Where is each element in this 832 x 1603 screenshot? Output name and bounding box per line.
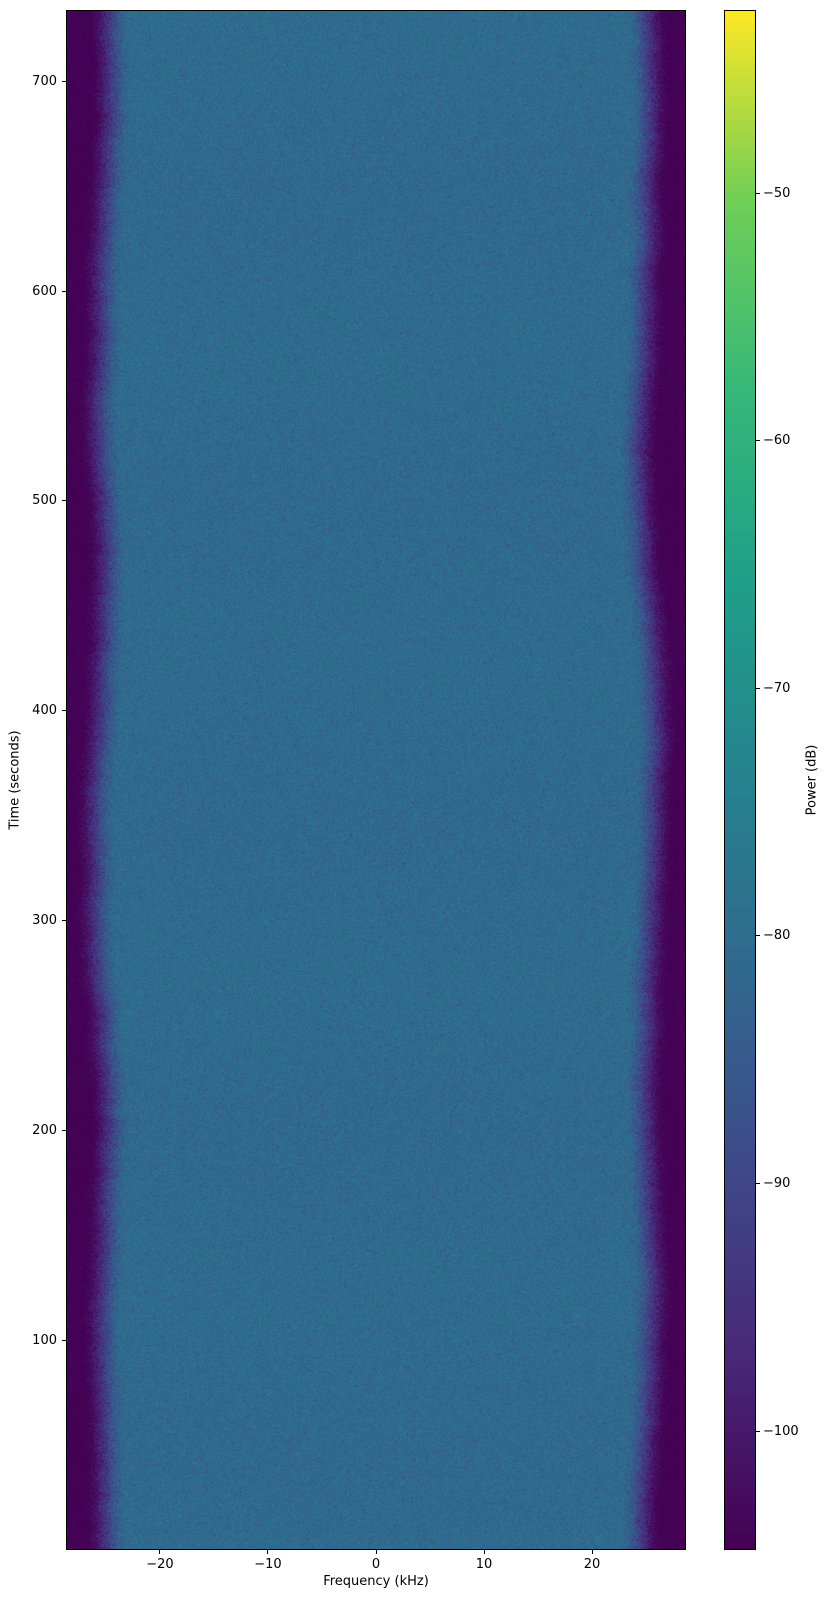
x-tick-label: 0 [371,1557,381,1572]
y-tick [62,710,66,712]
colorbar-tick [756,1430,760,1432]
x-tick [159,1550,161,1554]
x-tick [267,1550,269,1554]
x-tick-label: 20 [583,1557,601,1572]
colorbar-tick-label: −90 [763,1176,791,1192]
colorbar-tick [756,1183,760,1185]
x-tick-label: 10 [475,1557,493,1572]
colorbar-tick [756,192,760,194]
colorbar-tick-label: −100 [763,1423,799,1439]
colorbar-tick-label: −80 [763,928,791,944]
colorbar-tick [756,440,760,442]
colorbar-gradient [725,11,755,1549]
y-tick-label: 100 [32,1332,57,1348]
y-tick-label: 300 [32,913,57,929]
colorbar-tick [756,935,760,937]
x-tick-label: −20 [146,1557,174,1572]
colorbar [724,10,756,1550]
y-tick [62,1339,66,1341]
x-tick [483,1550,485,1554]
x-tick-label: −10 [254,1557,282,1572]
y-tick [62,80,66,82]
y-tick-label: 700 [32,73,57,89]
y-tick-label: 600 [32,283,57,299]
colorbar-tick [756,687,760,689]
y-tick [62,500,66,502]
plot-area [66,10,686,1550]
x-axis-label: Frequency (kHz) [323,1574,429,1589]
y-tick-label: 200 [32,1122,57,1138]
colorbar-tick-label: −50 [763,185,791,201]
y-tick-label: 400 [32,703,57,719]
y-axis-label: Time (seconds) [7,730,23,830]
y-tick [62,1129,66,1131]
x-tick [375,1550,377,1554]
colorbar-tick-label: −70 [763,680,791,696]
colorbar-label: Power (dB) [804,744,820,816]
y-tick [62,920,66,922]
x-tick [591,1550,593,1554]
colorbar-tick-label: −60 [763,433,791,449]
y-tick [62,290,66,292]
y-tick-label: 500 [32,493,57,509]
spectrogram-image [67,11,685,1549]
